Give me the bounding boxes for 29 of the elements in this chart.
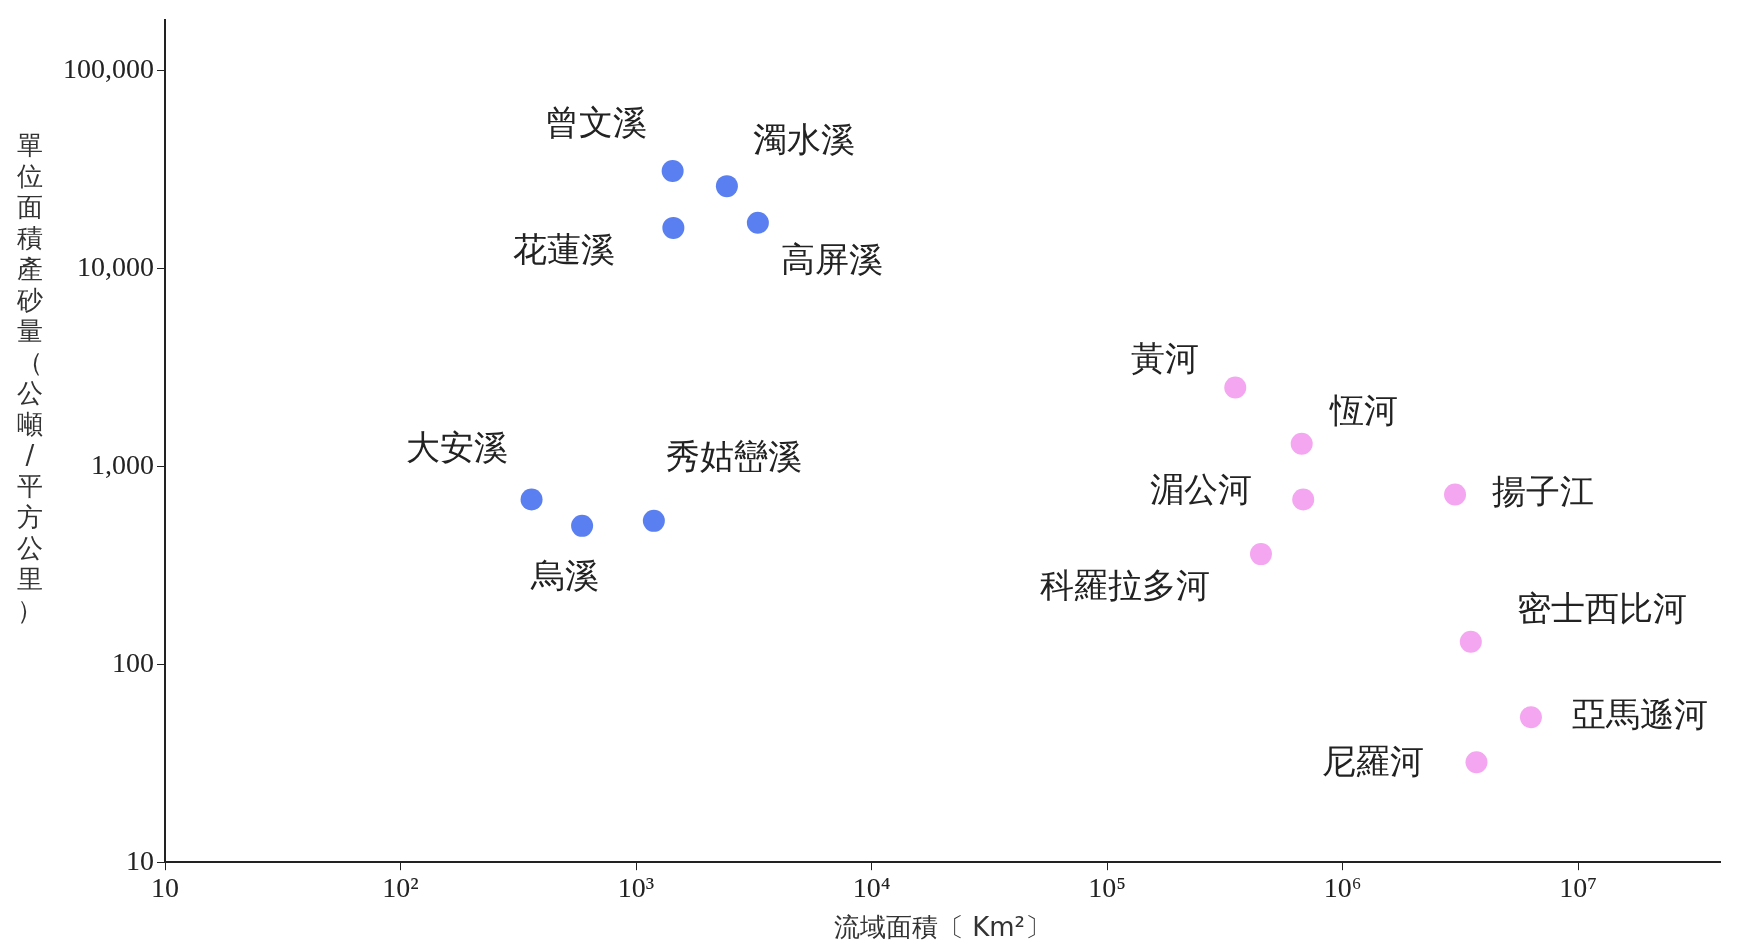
text: 單位面積產砂量（公噸/平方公里） xyxy=(17,130,43,625)
annotation: 秀姑巒溪 xyxy=(665,435,802,476)
y-tick-label: 10,000 xyxy=(77,250,154,282)
y-tick-label: 100 xyxy=(112,646,154,678)
x-tick-label: 10 xyxy=(151,872,179,904)
annotation: 濁水溪 xyxy=(752,118,855,159)
y-tick-label: 100,000 xyxy=(63,52,154,84)
x-tick-label: 10⁶ xyxy=(1323,872,1362,904)
annotation: 高屏溪 xyxy=(780,238,883,279)
x-tick-label: 10³ xyxy=(617,872,655,904)
annotation: 亞馬遜河 xyxy=(1571,694,1708,735)
annotation: 湄公河 xyxy=(1150,469,1253,510)
y-tick-label: 10 xyxy=(126,844,154,876)
annotation: 曾文溪 xyxy=(544,101,647,142)
x-tick-label: 10⁷ xyxy=(1559,872,1598,904)
annotation: 揚子江 xyxy=(1492,471,1595,512)
annotation: 尼羅河 xyxy=(1322,741,1425,782)
x-axis-title: 流域面積〔 Km²〕 xyxy=(833,912,1052,943)
x-tick-label: 10⁵ xyxy=(1088,872,1127,904)
y-tick-label: 1,000 xyxy=(91,448,154,480)
annotation: 恆河 xyxy=(1328,389,1398,430)
x-tick-label: 10⁴ xyxy=(852,872,891,904)
annotation: 大安溪 xyxy=(405,427,508,468)
annotation: 黃河 xyxy=(1131,338,1200,379)
x-tick-label: 10² xyxy=(382,872,419,904)
annotation: 烏溪 xyxy=(530,554,600,595)
annotation: 密士西比河 xyxy=(1516,587,1687,628)
annotation: 花蓮溪 xyxy=(513,228,616,269)
annotation: 科羅拉多河 xyxy=(1039,564,1210,605)
